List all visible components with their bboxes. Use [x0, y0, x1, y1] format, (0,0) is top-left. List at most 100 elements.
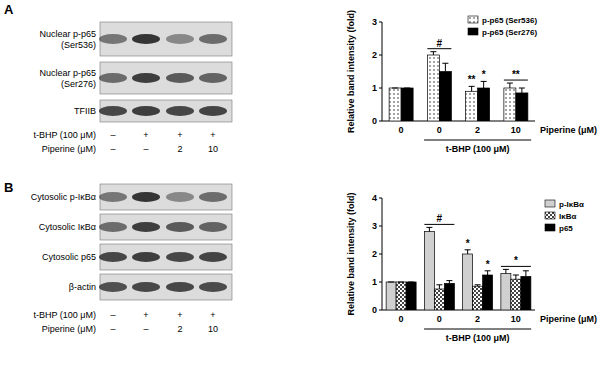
lane-mark: –	[110, 324, 115, 334]
panel-letter: B	[4, 180, 13, 195]
blot-row-label: TFIIB	[74, 106, 96, 116]
bar	[521, 276, 531, 310]
lane-mark: +	[143, 310, 148, 320]
error-cap	[404, 88, 410, 89]
bar	[501, 274, 511, 310]
y-tick	[379, 22, 382, 23]
error-bar	[485, 271, 491, 275]
blot-strip	[100, 214, 232, 240]
blot-panel: ANuclear p-p65(Ser536)Nuclear p-p65(Ser2…	[4, 2, 232, 154]
y-tick-label: 0	[372, 116, 377, 126]
x-tick-label: 0	[399, 125, 404, 135]
blot-band	[99, 73, 127, 83]
blot-band	[132, 282, 160, 292]
y-tick-label: 0	[372, 305, 377, 315]
error-cap	[408, 282, 414, 283]
blot-strip	[100, 62, 232, 94]
bar	[473, 286, 483, 310]
blot-band	[132, 106, 160, 116]
lane-mark: –	[143, 324, 148, 334]
blot-row-label: Nuclear p-p65	[39, 68, 96, 78]
blot-band	[199, 34, 227, 44]
legend-label: p-p65 (Ser536)	[482, 16, 537, 25]
blot-band	[132, 34, 160, 44]
error-stem	[509, 83, 510, 88]
error-cap	[507, 83, 513, 84]
legend-swatch	[545, 212, 555, 219]
bar	[466, 91, 478, 121]
blot-band	[166, 252, 194, 262]
error-cap	[485, 270, 491, 271]
error-cap	[398, 282, 404, 283]
legend-swatch	[545, 224, 555, 231]
bar	[427, 55, 439, 121]
error-bar	[408, 282, 414, 283]
error-bar	[513, 275, 519, 279]
error-bar	[507, 83, 513, 88]
error-bar	[392, 88, 398, 89]
blot-strip	[100, 244, 232, 270]
error-cap	[426, 227, 432, 228]
error-stem	[467, 250, 468, 254]
lane-mark: –	[110, 310, 115, 320]
error-cap	[513, 275, 519, 276]
y-axis-label: Relative band intensity (fold)	[346, 10, 356, 133]
legend-label: p65	[559, 224, 573, 233]
y-tick	[379, 198, 382, 199]
y-tick	[379, 254, 382, 255]
blot-band	[199, 73, 227, 83]
bar	[463, 254, 473, 310]
blot-row-label: Cytosolic p-IκBα	[31, 192, 96, 202]
y-tick	[379, 282, 382, 283]
bar	[483, 275, 493, 310]
error-stem	[429, 227, 430, 231]
error-bar	[426, 227, 432, 231]
legend-swatch	[468, 16, 478, 23]
bar	[401, 88, 413, 121]
annotation: *	[482, 69, 486, 80]
bar	[511, 279, 521, 310]
error-cap	[475, 284, 481, 285]
blot-strip	[100, 100, 232, 122]
x-axis-label: Piperine (μM)	[540, 125, 597, 135]
error-cap	[392, 88, 398, 89]
blot-band	[132, 192, 160, 202]
blot-band	[166, 106, 194, 116]
blot-row-label: Cytosolic IκBα	[39, 222, 96, 232]
annotation: #	[437, 38, 443, 49]
error-stem	[471, 86, 472, 91]
error-bar	[388, 282, 394, 283]
blot-strip	[100, 274, 232, 300]
annotation: *	[486, 259, 490, 270]
error-cap	[519, 88, 525, 89]
y-tick-label: 3	[372, 17, 377, 27]
y-tick-label: 1	[372, 277, 377, 287]
error-cap	[446, 280, 452, 281]
y-tick-label: 2	[372, 50, 377, 60]
blot-band	[199, 282, 227, 292]
error-cap	[465, 249, 471, 250]
lane-mark: 2	[177, 144, 182, 154]
y-axis-label: Relative band intensity (fold)	[346, 192, 356, 315]
blot-row-label: β-actin	[69, 282, 96, 292]
legend-label: p-p65 (Ser276)	[482, 28, 537, 37]
blot-band	[99, 192, 127, 202]
bracket-line	[424, 329, 531, 330]
lane-mark: 10	[208, 144, 218, 154]
error-bar	[465, 250, 471, 254]
blot-band	[99, 252, 127, 262]
lane-mark: 10	[208, 324, 218, 334]
blot-band	[132, 252, 160, 262]
legend-label: IκBα	[559, 212, 576, 221]
y-tick	[379, 121, 382, 122]
error-stem	[515, 275, 516, 279]
bracket-label: t-BHP (100 μM)	[446, 333, 510, 343]
y-tick-label: 2	[372, 249, 377, 259]
x-tick-label: 10	[511, 125, 521, 135]
lane-mark: +	[210, 310, 215, 320]
annotation: **	[468, 74, 476, 85]
panel-letter: A	[4, 2, 14, 17]
error-cap	[503, 269, 509, 270]
blot-band	[99, 222, 127, 232]
blot-band	[166, 282, 194, 292]
